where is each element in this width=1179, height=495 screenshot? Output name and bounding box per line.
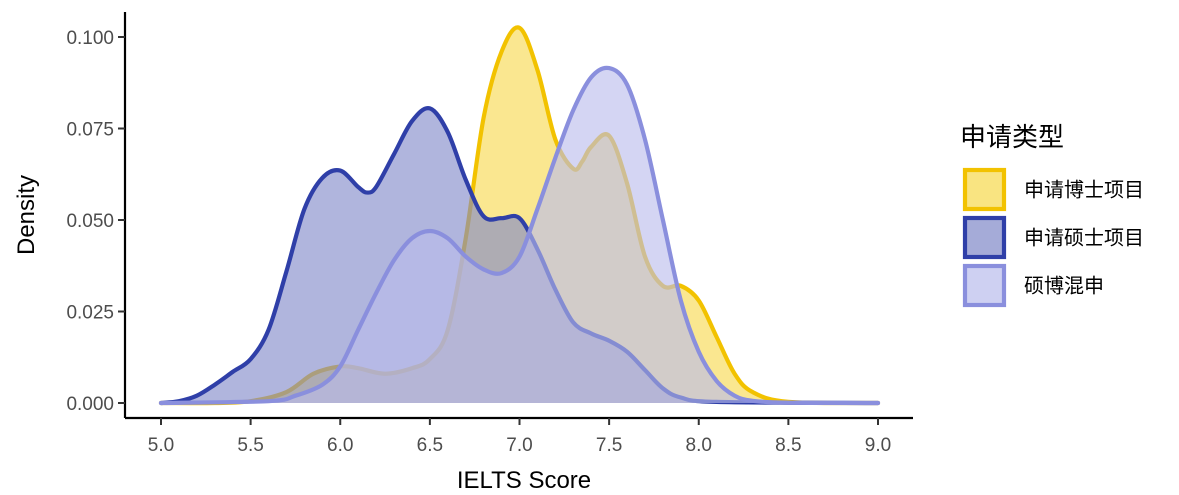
x-tick-label: 6.0 [327, 435, 353, 456]
y-tick-label: 0.000 [66, 394, 114, 415]
y-ticks: 0.000 0.025 0.050 0.075 0.100 [66, 28, 125, 415]
x-tick-label: 9.0 [865, 435, 891, 456]
x-tick-label: 7.5 [596, 435, 622, 456]
x-tick-label: 8.0 [686, 435, 712, 456]
series-3-line [158, 65, 881, 406]
legend-item: 申请博士项目 [962, 167, 1144, 212]
x-tick-label: 7.0 [506, 435, 532, 456]
y-tick-label: 0.075 [66, 120, 114, 141]
plot-area: 5.0 5.5 6.0 6.5 7.0 7.5 8.0 8.5 9.0 0.0000.0250.… [66, 12, 913, 456]
legend-swatch [962, 215, 1007, 260]
legend-item: 申请硕士项目 [962, 215, 1144, 260]
series-1-area [161, 27, 878, 404]
series-3 [158, 65, 881, 406]
y-tick-label: 0.100 [66, 28, 114, 49]
y-tick-label: 0.025 [66, 303, 114, 324]
legend-label: 申请博士项目 [1024, 178, 1144, 202]
x-tick-label: 5.0 [148, 435, 174, 456]
x-tick-label: 6.5 [417, 435, 443, 456]
y-axis-title: Density [13, 175, 40, 255]
legend-item: 硕博混申 [962, 263, 1104, 308]
x-ticks: 5.0 5.5 6.0 6.5 7.0 7.5 8.0 8.5 9.0 [148, 418, 891, 456]
y-tick-label: 0.050 [66, 211, 114, 232]
series-layer [158, 25, 881, 406]
legend-swatch [962, 167, 1007, 212]
legend-label: 申请硕士项目 [1024, 226, 1144, 250]
x-tick-label: 8.5 [775, 435, 801, 456]
legend-label: 硕博混申 [1024, 274, 1104, 298]
legend-swatch [962, 263, 1007, 308]
series-3-area [161, 67, 878, 404]
x-tick-label: 5.5 [237, 435, 263, 456]
legend-title: 申请类型 [960, 123, 1064, 153]
x-axis-title: IELTS Score [457, 467, 591, 494]
